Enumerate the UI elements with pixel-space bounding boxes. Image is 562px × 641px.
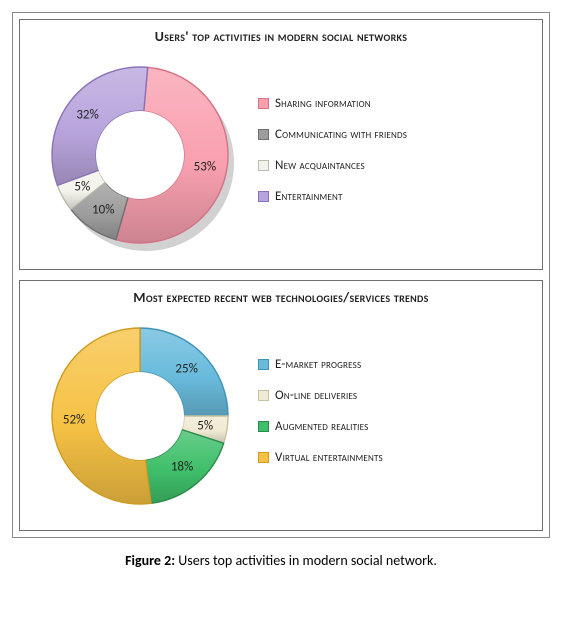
panel-title: Users' top activities in modern social n… (30, 28, 532, 45)
slice-label: 10% (92, 202, 114, 217)
legend-item: E-market progress (258, 357, 383, 372)
caption-label: Figure 2: (125, 552, 175, 569)
legend-label: Augmented realities (275, 419, 368, 434)
legend-swatch (258, 98, 269, 109)
legend-label: New acquaintances (275, 158, 365, 173)
legend-label: Entertainment (275, 189, 343, 204)
legend-activities: Sharing information Communicating with fr… (258, 96, 407, 204)
figure-container: Users' top activities in modern social n… (12, 12, 550, 538)
panel-body: 25% 5% 18% 52% E-market progress On-line del… (30, 306, 532, 526)
panel-body: 53% 10%5% 32% Sharing information Communica… (30, 45, 532, 265)
slice-label: 53% (194, 159, 216, 174)
panel-title: Most expected recent web technologies/se… (30, 289, 532, 306)
legend-item: Entertainment (258, 189, 407, 204)
slice-label: 18% (171, 459, 193, 474)
legend-swatch (258, 390, 269, 401)
donut-chart-trends: 25% 5% 18% 52% (30, 306, 250, 526)
legend-swatch (258, 160, 269, 171)
caption-text: Users top activities in modern social ne… (178, 552, 437, 569)
legend-item: Sharing information (258, 96, 407, 111)
legend-item: New acquaintances (258, 158, 407, 173)
legend-trends: E-market progress On-line deliveries Augme… (258, 357, 383, 465)
legend-item: On-line deliveries (258, 388, 383, 403)
legend-item: Communicating with friends (258, 127, 407, 142)
legend-label: Sharing information (275, 96, 371, 111)
slice-label: 32% (76, 107, 98, 122)
legend-swatch (258, 191, 269, 202)
legend-item: Virtual entertainments (258, 450, 383, 465)
panel-web-trends: Most expected recent web technologies/se… (19, 280, 543, 531)
legend-item: Augmented realities (258, 419, 383, 434)
legend-swatch (258, 359, 269, 370)
legend-label: On-line deliveries (275, 388, 357, 403)
legend-swatch (258, 452, 269, 463)
slice-label: 5% (197, 419, 213, 434)
legend-label: Communicating with friends (275, 127, 407, 142)
legend-label: Virtual entertainments (275, 450, 383, 465)
panel-top-activities: Users' top activities in modern social n… (19, 19, 543, 270)
slice-label: 5% (74, 180, 90, 195)
slice-label: 52% (63, 413, 85, 428)
slice-label: 25% (175, 362, 197, 377)
figure-caption: Figure 2: Users top activities in modern… (12, 552, 550, 569)
legend-swatch (258, 421, 269, 432)
legend-swatch (258, 129, 269, 140)
legend-label: E-market progress (275, 357, 361, 372)
donut-chart-activities: 53% 10%5% 32% (30, 45, 250, 265)
